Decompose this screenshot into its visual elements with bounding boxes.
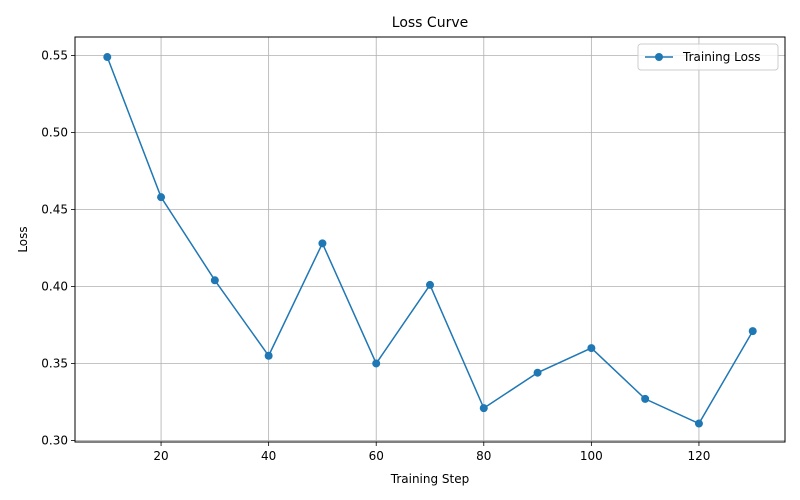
- data-point: [587, 344, 596, 353]
- x-tick-label: 80: [476, 449, 491, 463]
- y-tick-label: 0.35: [41, 356, 68, 370]
- y-axis-ticks: 0.30 0.35 0.40 0.45 0.50 0.55: [41, 48, 75, 447]
- x-tick-label: 120: [687, 449, 710, 463]
- data-point: [103, 53, 112, 62]
- legend: Training Loss: [637, 43, 779, 71]
- legend-marker-swatch: [655, 53, 663, 61]
- x-axis-label: Training Step: [390, 472, 470, 486]
- data-point: [318, 239, 327, 248]
- grid: [75, 37, 785, 442]
- plot-area: [103, 53, 757, 428]
- data-point: [210, 276, 219, 285]
- x-tick-label: 60: [369, 449, 384, 463]
- y-tick-label: 0.55: [41, 48, 68, 62]
- axes-frame: [74, 36, 786, 443]
- series-line-training-loss: [106, 56, 754, 425]
- y-tick-label: 0.40: [41, 279, 68, 293]
- data-point: [264, 351, 273, 360]
- data-point: [479, 404, 488, 413]
- x-tick-label: 100: [580, 449, 603, 463]
- y-tick-label: 0.30: [41, 433, 68, 447]
- data-point: [157, 193, 166, 202]
- y-tick-label: 0.45: [41, 202, 68, 216]
- data-point: [533, 368, 542, 377]
- x-tick-label: 40: [261, 449, 276, 463]
- legend-entry-training-loss: Training Loss: [682, 50, 760, 64]
- x-axis-ticks: 20 40 60 80 100 120: [153, 442, 710, 463]
- data-point: [372, 359, 381, 368]
- y-axis-label: Loss: [16, 226, 30, 252]
- legend-box: [637, 43, 779, 71]
- data-point: [641, 394, 650, 403]
- data-point: [694, 419, 703, 428]
- data-point: [426, 280, 434, 289]
- chart-title: Loss Curve: [392, 15, 468, 31]
- data-point: [748, 327, 757, 336]
- x-tick-label: 20: [153, 449, 168, 463]
- y-tick-label: 0.50: [41, 125, 68, 139]
